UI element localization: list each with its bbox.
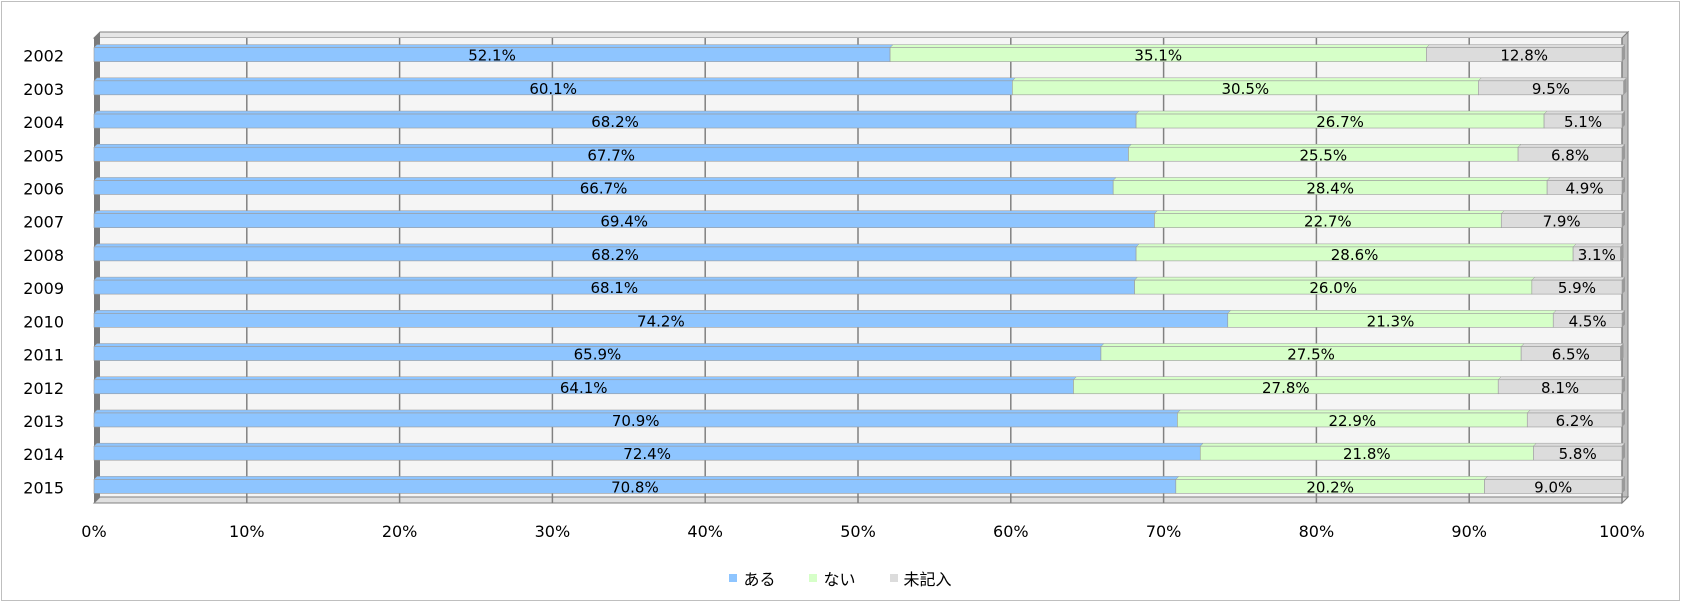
data-label: 74.2%	[637, 312, 685, 330]
data-label: 5.8%	[1559, 445, 1597, 463]
data-label: 6.2%	[1556, 412, 1594, 430]
legend-swatch-aru	[729, 574, 738, 582]
data-label: 30.5%	[1222, 80, 1270, 98]
data-label: 9.5%	[1532, 80, 1570, 98]
data-label: 64.1%	[560, 379, 608, 397]
data-label: 35.1%	[1134, 47, 1182, 65]
x-tick-label: 100%	[1599, 522, 1645, 541]
y-category-label: 2012	[23, 379, 64, 398]
bar-end-cap	[1622, 443, 1625, 461]
bar-end-cap	[1622, 144, 1625, 162]
x-tick-label: 80%	[1299, 522, 1335, 541]
x-tick-label: 20%	[382, 522, 418, 541]
x-tick-label: 0%	[81, 522, 106, 541]
x-tick-label: 60%	[993, 522, 1029, 541]
bar-end-cap	[1622, 476, 1625, 494]
legend-swatch-mikinyu	[889, 574, 898, 582]
y-category-label: 2015	[23, 478, 64, 497]
y-category-label: 2004	[23, 113, 64, 132]
x-tick-label: 10%	[229, 522, 265, 541]
data-label: 28.6%	[1331, 246, 1379, 264]
data-label: 21.3%	[1367, 312, 1415, 330]
bar-end-cap	[1622, 376, 1625, 394]
y-category-label: 2013	[23, 412, 64, 431]
data-label: 8.1%	[1541, 379, 1579, 397]
data-label: 27.5%	[1287, 346, 1335, 364]
data-label: 22.7%	[1304, 213, 1352, 231]
data-label: 28.4%	[1306, 179, 1354, 197]
data-label: 26.7%	[1316, 113, 1364, 131]
data-label: 70.9%	[612, 412, 660, 430]
wall-top	[92, 31, 1630, 39]
data-label: 6.8%	[1551, 146, 1589, 164]
data-label: 25.5%	[1299, 146, 1347, 164]
data-label: 7.9%	[1543, 213, 1581, 231]
y-category-label: 2014	[23, 445, 64, 464]
bar-end-cap	[1620, 243, 1624, 261]
x-tick-label: 70%	[1146, 522, 1182, 541]
bar-end-cap	[1622, 44, 1625, 62]
bar-end-cap	[1622, 111, 1625, 129]
legend-label-nai: ない	[823, 570, 856, 589]
legend: ある ない 未記入	[0, 566, 1681, 590]
bar-end-cap	[1622, 177, 1625, 195]
stacked-bar-chart: 0% 10% 20% 30% 40% 50% 60% 70% 80% 90% 100% 2002 52.…	[23, 30, 1645, 541]
legend-swatch-nai	[809, 574, 818, 582]
y-category-label: 2002	[23, 47, 64, 66]
data-label: 26.0%	[1309, 279, 1357, 297]
x-tick-label: 30%	[535, 522, 571, 541]
y-category-label: 2007	[23, 213, 64, 232]
bar-end-cap	[1620, 343, 1624, 361]
bar-end-cap	[1622, 409, 1625, 427]
x-tick-label: 50%	[840, 522, 876, 541]
wall-right-depth	[1621, 30, 1629, 505]
data-label: 68.2%	[591, 246, 639, 264]
y-category-label: 2006	[23, 179, 64, 198]
data-label: 4.5%	[1569, 312, 1607, 330]
data-label: 6.5%	[1552, 346, 1590, 364]
y-category-label: 2008	[23, 246, 64, 265]
data-label: 68.2%	[591, 113, 639, 131]
bar-end-cap	[1623, 77, 1627, 95]
plot-floor	[92, 496, 1630, 504]
wall-left-depth	[94, 32, 100, 503]
y-category-label: 2005	[23, 146, 64, 165]
data-label: 65.9%	[574, 346, 622, 364]
data-label: 5.1%	[1564, 113, 1602, 131]
data-label: 21.8%	[1343, 445, 1391, 463]
bar-end-cap	[1622, 277, 1625, 295]
legend-item-nai: ない	[809, 566, 856, 590]
data-label: 72.4%	[623, 445, 671, 463]
data-label: 22.9%	[1328, 412, 1376, 430]
bar-end-cap	[1622, 210, 1625, 228]
data-label: 3.1%	[1578, 246, 1616, 264]
data-label: 70.8%	[611, 478, 659, 496]
data-label: 68.1%	[590, 279, 638, 297]
legend-label-mikinyu: 未記入	[903, 570, 952, 589]
y-category-label: 2010	[23, 312, 64, 331]
y-category-label: 2003	[23, 80, 64, 99]
x-tick-label: 40%	[687, 522, 723, 541]
y-category-label: 2011	[23, 346, 64, 365]
data-label: 69.4%	[600, 213, 648, 231]
data-label: 5.9%	[1558, 279, 1596, 297]
legend-item-aru: ある	[729, 566, 775, 590]
bar-end-cap	[1622, 310, 1625, 328]
data-label: 4.9%	[1566, 179, 1604, 197]
data-label: 9.0%	[1534, 478, 1572, 496]
data-label: 27.8%	[1262, 379, 1310, 397]
data-label: 60.1%	[529, 80, 577, 98]
data-label: 66.7%	[580, 179, 628, 197]
data-label: 67.7%	[587, 146, 635, 164]
data-label: 52.1%	[468, 47, 516, 65]
bar-segment	[1520, 346, 1621, 361]
y-category-label: 2009	[23, 279, 64, 298]
legend-item-mikinyu: 未記入	[889, 566, 952, 590]
data-label: 12.8%	[1500, 47, 1548, 65]
legend-label-aru: ある	[743, 570, 776, 589]
x-tick-label: 90%	[1451, 522, 1487, 541]
data-label: 20.2%	[1306, 478, 1354, 496]
